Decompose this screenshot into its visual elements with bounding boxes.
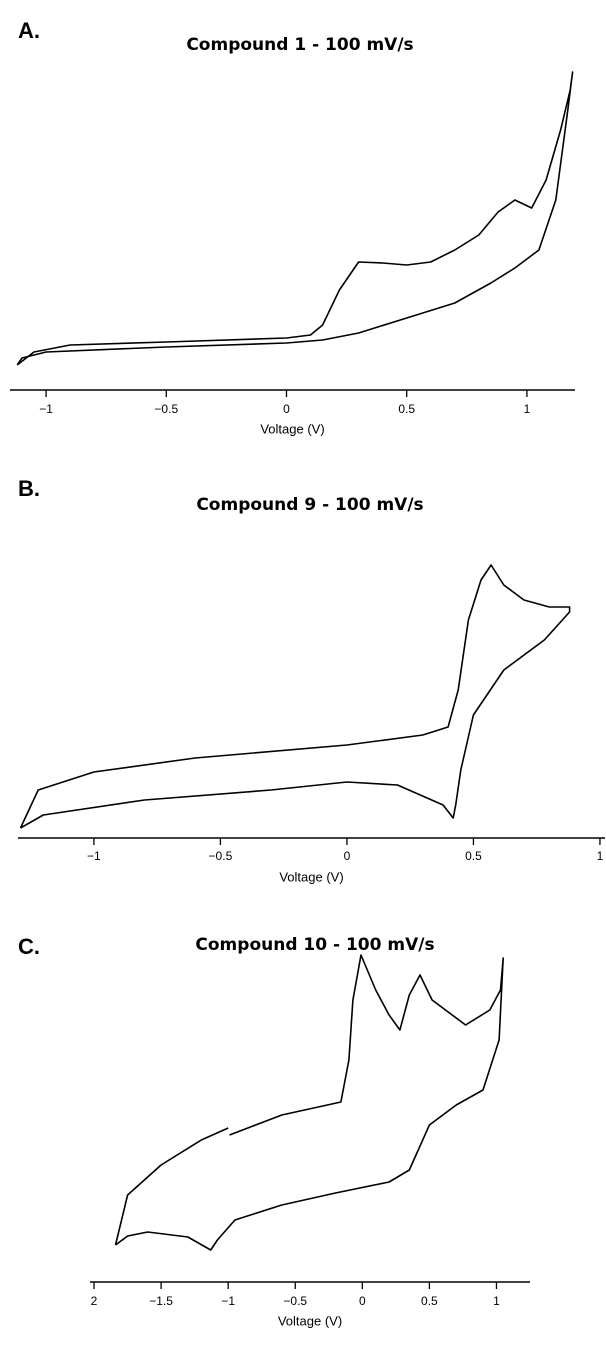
x-tick-label: 0	[359, 1294, 366, 1308]
panel-label: A.	[18, 18, 40, 43]
x-tick-label: −0.5	[209, 849, 233, 863]
x-tick-label: 0	[344, 849, 351, 863]
x-axis-label: Voltage (V)	[260, 421, 324, 436]
x-tick-label: 1	[524, 402, 531, 416]
x-tick-label: −1	[221, 1294, 235, 1308]
x-tick-label: −1	[87, 849, 101, 863]
x-axis-label: Voltage (V)	[278, 1313, 342, 1328]
cv-curve	[19, 564, 571, 829]
cv-curve	[16, 71, 574, 366]
x-tick-label: 1	[493, 1294, 500, 1308]
x-tick-label: 0.5	[421, 1294, 438, 1308]
x-tick-label: 0	[283, 402, 290, 416]
panel-label: C.	[18, 934, 40, 959]
x-tick-label: 0.5	[398, 402, 415, 416]
x-tick-label: 0.5	[465, 849, 482, 863]
chart-title: Compound 10 - 100 mV/s	[195, 935, 434, 955]
x-tick-label: −1	[39, 402, 53, 416]
chart-title: Compound 9 - 100 mV/s	[196, 495, 423, 515]
panel-label: B.	[18, 476, 40, 501]
chart-title: Compound 1 - 100 mV/s	[186, 35, 413, 55]
x-tick-label: −0.5	[283, 1294, 307, 1308]
x-tick-label: −1.5	[149, 1294, 173, 1308]
x-axis-label: Voltage (V)	[279, 869, 343, 884]
x-tick-label: 2	[91, 1294, 98, 1308]
x-tick-label: 1	[597, 849, 604, 863]
cv-curve	[114, 954, 504, 1251]
x-tick-label: −0.5	[154, 402, 178, 416]
